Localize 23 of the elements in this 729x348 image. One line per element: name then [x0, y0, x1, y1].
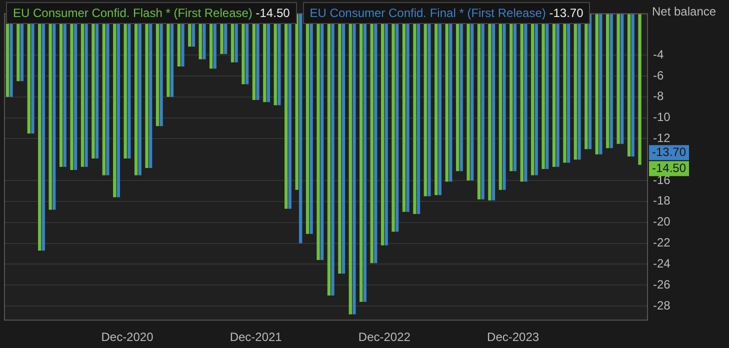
text: -14.50 — [652, 160, 686, 175]
x-tick-label: Dec-2020 — [101, 330, 154, 344]
series-label: EU Consumer Confid. Flash * (First Release) — [13, 6, 252, 20]
y-tick-label: -24 — [653, 256, 671, 270]
y-tick-label: -16 — [653, 172, 671, 187]
annotation: -14.50 — [254, 6, 290, 20]
y-tick-label: -22 — [653, 236, 671, 250]
y-tick-label: -6 — [653, 68, 664, 82]
annotation: -13.70 — [548, 6, 584, 20]
series-label: EU Consumer Confid. Final * (First Release) — [310, 6, 546, 20]
y-tick-label: -8 — [653, 89, 664, 104]
y-tick-label: -18 — [653, 194, 671, 208]
y-tick-label: -12 — [653, 131, 671, 145]
text: -13.70 — [652, 144, 686, 159]
y-tick-label: -10 — [653, 110, 671, 124]
y-tick-label: -4 — [653, 47, 664, 62]
x-tick-label: Dec-2022 — [358, 330, 411, 344]
y-tick-label: -26 — [653, 277, 671, 292]
x-tick-label: Dec-2021 — [230, 330, 282, 344]
y-tick-label: -28 — [653, 298, 671, 312]
y-axis-title: Net balance — [652, 4, 716, 18]
x-tick-label: Dec-2023 — [487, 330, 540, 344]
y-tick-label: -20 — [653, 214, 671, 229]
